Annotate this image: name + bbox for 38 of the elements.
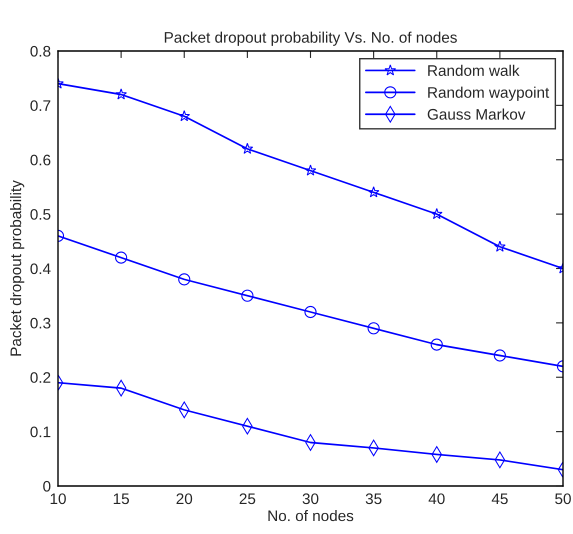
point <box>178 110 190 122</box>
y-tick-label: 0.3 <box>30 318 50 329</box>
y-tick-label: 0.2 <box>30 372 50 383</box>
point <box>115 252 128 264</box>
y-tick-label: 0.5 <box>30 208 50 220</box>
point <box>368 322 380 334</box>
point <box>304 164 316 176</box>
point <box>494 240 506 252</box>
point <box>241 290 254 302</box>
legend-label: Gauss Markov <box>428 108 526 120</box>
x-tick-label: 15 <box>114 494 129 504</box>
point <box>368 186 380 198</box>
point <box>178 273 190 286</box>
x-tick-label: 20 <box>176 493 192 504</box>
point <box>430 208 443 220</box>
y-tick-label: 0.1 <box>30 426 50 438</box>
y-axis-title: Packet dropout probability <box>10 180 24 356</box>
point <box>430 338 443 351</box>
point <box>494 349 506 362</box>
legend-label: Random waypoint <box>428 86 550 101</box>
point <box>242 142 254 154</box>
point <box>115 88 127 100</box>
x-tick-label: 35 <box>366 493 382 504</box>
point <box>304 306 317 318</box>
x-tick-label: 50 <box>555 493 571 504</box>
x-tick-label: 45 <box>492 494 508 504</box>
y-tick-label: 0.7 <box>30 100 50 112</box>
legend-label: Random walk <box>428 64 520 76</box>
x-tick-label: 25 <box>240 493 256 504</box>
x-tick-label: 30 <box>302 493 318 504</box>
chart-title: Packet dropout probability Vs. No. of nodes <box>164 32 457 46</box>
x-tick-label: 10 <box>50 493 66 504</box>
y-tick-label: 0 <box>43 480 50 492</box>
y-tick-label: 0.4 <box>30 263 51 274</box>
y-tick-label: 0.8 <box>30 46 50 57</box>
y-tick-label: 0.6 <box>30 154 50 166</box>
x-axis-title: No. of nodes <box>268 510 354 522</box>
x-tick-label: 40 <box>428 493 445 504</box>
